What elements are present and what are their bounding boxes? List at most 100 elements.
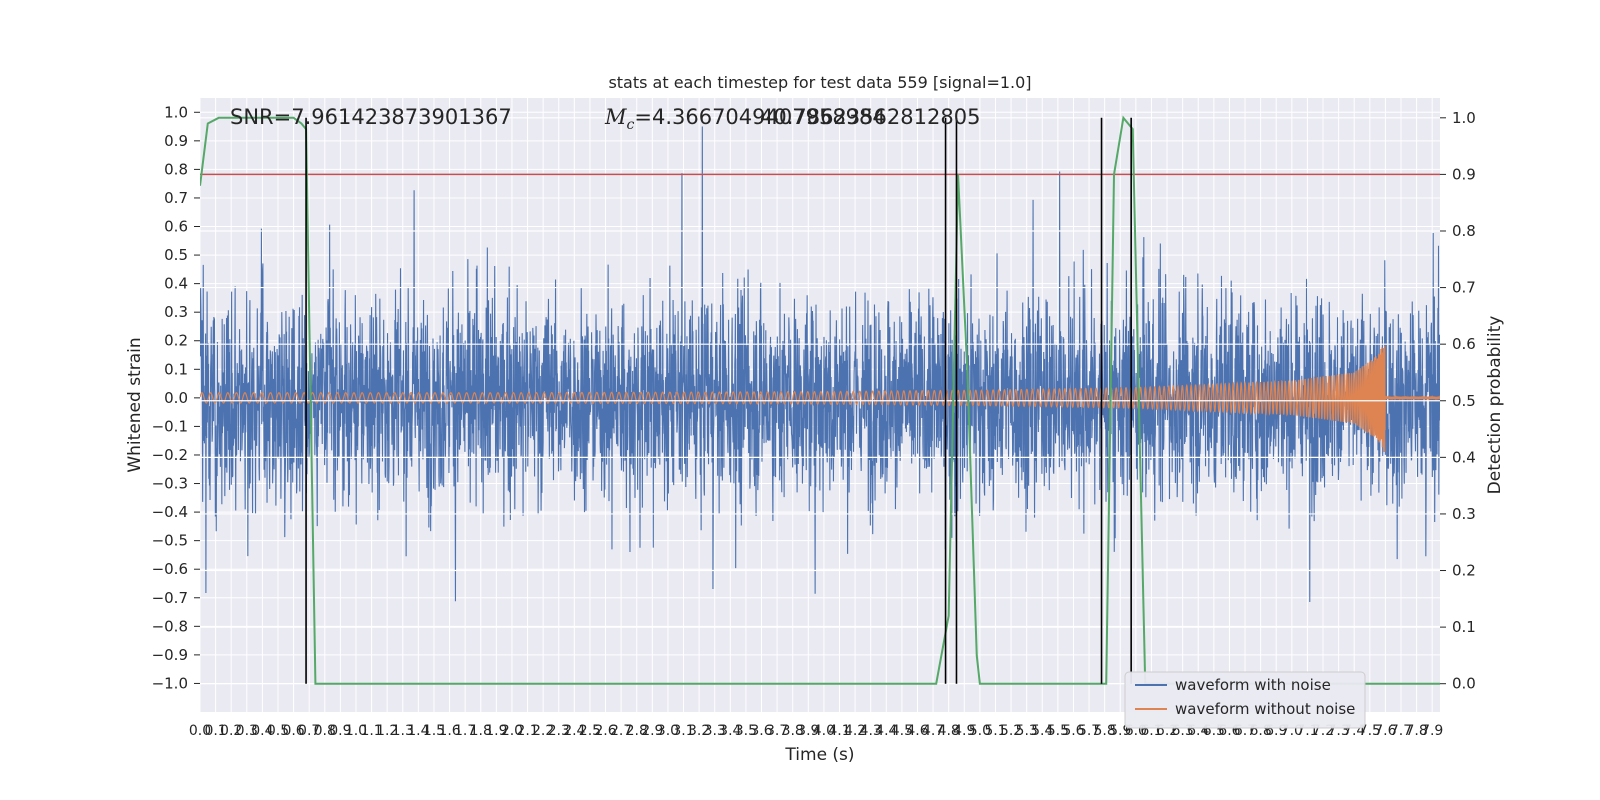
x-tick-label-6: 0.6	[282, 723, 304, 739]
x-tick-label-12: 1.2	[376, 723, 398, 739]
overlay-layer	[200, 115, 1440, 685]
x-tick-label-8: 0.8	[314, 723, 336, 739]
x-axis-label: Time (s)	[784, 745, 854, 765]
x-tick-label-19: 1.9	[485, 723, 507, 739]
y-tick-label-right-2: 0.8	[1452, 222, 1476, 240]
legend-label-clean: waveform without noise	[1175, 700, 1355, 718]
series-waveform-without-noise	[200, 345, 1440, 453]
y-tick-label-left-11: −0.1	[152, 417, 188, 435]
y-tick-label-left-12: −0.2	[152, 446, 188, 464]
x-tick-label-49: 4.9	[953, 723, 975, 739]
y-tick-label-left-14: −0.4	[152, 503, 188, 521]
y-tick-label-right-5: 0.5	[1452, 392, 1476, 410]
x-tick-label-20: 2.0	[501, 723, 523, 739]
x-tick-label-77: 7.7	[1390, 723, 1412, 739]
x-tick-label-54: 5.4	[1031, 723, 1053, 739]
x-tick-label-0: 0.0	[189, 723, 211, 739]
y-tick-label-left-3: 0.7	[164, 189, 188, 207]
legend-box	[1124, 671, 1366, 729]
right-y-tick-labels: 1.0 0.9 0.8 0.7 0.6 0.5 0.4 0.3 0.2 0.1 0.0	[1440, 109, 1476, 693]
x-tick-label-14: 1.4	[407, 723, 429, 739]
x-tick-label-32: 3.2	[688, 723, 710, 739]
mc-value: =4.3667049407958984	[634, 105, 885, 129]
x-tick-label-22: 2.2	[532, 723, 554, 739]
x-tick-label-39: 3.9	[797, 723, 819, 739]
y-tick-label-left-17: −0.7	[152, 589, 188, 607]
snr-annotation: SNR=7.961423873901367	[230, 105, 512, 129]
y-tick-label-left-4: 0.6	[164, 218, 188, 236]
x-tick-label-46: 4.6	[906, 723, 928, 739]
x-tick-label-47: 4.7	[922, 723, 944, 739]
x-tick-label-18: 1.8	[470, 723, 492, 739]
x-tick-label-7: 0.7	[298, 723, 320, 739]
mc-annotation: Mc=4.3667049407958984	[604, 105, 886, 133]
x-tick-label-24: 2.4	[563, 723, 585, 739]
y-axis-label-left: Whitened strain	[125, 337, 145, 472]
y-tick-label-right-10: 0.0	[1452, 675, 1476, 693]
legend: waveform with noise waveform without noi…	[1124, 671, 1366, 729]
x-tick-label-35: 3.5	[735, 723, 757, 739]
x-tick-label-48: 4.8	[938, 723, 960, 739]
x-tick-label-50: 5.0	[969, 723, 991, 739]
x-tick-label-76: 7.6	[1374, 723, 1396, 739]
right-axis-grid-lines	[200, 117, 1440, 685]
y-tick-label-right-4: 0.6	[1452, 335, 1476, 353]
x-tick-label-38: 3.8	[782, 723, 804, 739]
y-tick-label-left-15: −0.5	[152, 532, 188, 550]
x-tick-label-23: 2.3	[548, 723, 570, 739]
series-detection-probability	[200, 115, 1440, 685]
x-tick-label-53: 5.3	[1016, 723, 1038, 739]
legend-label-noise: waveform with noise	[1175, 676, 1331, 694]
y-tick-label-right-0: 1.0	[1452, 109, 1476, 127]
x-tick-label-79: 7.9	[1421, 723, 1443, 739]
y-tick-label-left-20: −1.0	[152, 674, 188, 692]
series-waveform-with-noise	[200, 126, 1440, 603]
x-tick-label-1: 0.1	[204, 723, 226, 739]
x-tick-label-2: 0.2	[220, 723, 242, 739]
x-tick-label-13: 1.3	[392, 723, 414, 739]
x-tick-label-4: 0.4	[251, 723, 273, 739]
x-tick-label-5: 0.5	[267, 723, 289, 739]
x-tick-label-55: 5.5	[1047, 723, 1069, 739]
x-tick-label-43: 4.3	[860, 723, 882, 739]
x-tick-label-11: 1.1	[360, 723, 382, 739]
chart-title: stats at each timestep for test data 559…	[608, 73, 1031, 92]
y-tick-label-right-8: 0.2	[1452, 562, 1476, 580]
y-tick-label-left-2: 0.8	[164, 160, 188, 178]
x-tick-label-41: 4.1	[828, 723, 850, 739]
x-tick-label-34: 3.4	[719, 723, 741, 739]
x-tick-label-30: 3.0	[657, 723, 679, 739]
y-tick-label-left-0: 1.0	[164, 103, 188, 121]
y-tick-label-left-8: 0.2	[164, 332, 188, 350]
y-tick-label-left-18: −0.8	[152, 617, 188, 635]
x-tick-label-15: 1.5	[423, 723, 445, 739]
x-tick-label-56: 5.6	[1062, 723, 1084, 739]
y-tick-label-right-7: 0.3	[1452, 505, 1476, 523]
x-tick-label-52: 5.2	[1000, 723, 1022, 739]
y-tick-label-left-1: 0.9	[164, 132, 188, 150]
x-tick-label-9: 0.9	[329, 723, 351, 739]
y-tick-label-left-10: 0.0	[164, 389, 188, 407]
x-tick-label-21: 2.1	[516, 723, 538, 739]
x-tick-label-27: 2.7	[610, 723, 632, 739]
left-y-tick-labels: 1.0 0.9 0.8 0.7 0.6 0.5 0.4 0.3 0.2 0.1 0.0 −0.1 −0.…	[152, 103, 200, 692]
y-tick-label-right-3: 0.7	[1452, 279, 1476, 297]
x-tick-label-44: 4.4	[875, 723, 897, 739]
x-tick-label-31: 3.1	[672, 723, 694, 739]
mc-overlap-annotation: 40.78623562812805	[760, 105, 980, 129]
x-tick-label-33: 3.3	[704, 723, 726, 739]
x-tick-label-25: 2.5	[579, 723, 601, 739]
y-tick-label-right-1: 0.9	[1452, 165, 1476, 183]
y-tick-label-left-16: −0.6	[152, 560, 188, 578]
x-tick-label-51: 5.1	[984, 723, 1006, 739]
y-tick-label-left-5: 0.5	[164, 246, 188, 264]
x-tick-label-57: 5.7	[1078, 723, 1100, 739]
x-tick-label-42: 4.2	[844, 723, 866, 739]
y-tick-label-left-13: −0.3	[152, 475, 188, 493]
y-tick-label-left-7: 0.3	[164, 303, 188, 321]
y-tick-label-left-6: 0.4	[164, 275, 188, 293]
x-tick-label-29: 2.9	[641, 723, 663, 739]
x-tick-label-58: 5.8	[1094, 723, 1116, 739]
